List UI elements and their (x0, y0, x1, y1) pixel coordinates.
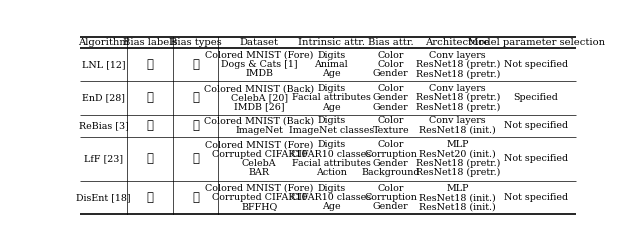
Text: LNL [12]: LNL [12] (82, 60, 125, 69)
Text: Facial attributes: Facial attributes (292, 159, 371, 168)
Text: Colored MNIST (Back): Colored MNIST (Back) (204, 84, 314, 93)
Text: LfF [23]: LfF [23] (84, 154, 123, 163)
Text: ResNet18 (pretr.): ResNet18 (pretr.) (415, 168, 500, 177)
Text: ✓: ✓ (192, 58, 199, 71)
Text: Color: Color (378, 140, 404, 149)
Text: ✗: ✗ (192, 191, 199, 204)
Text: ResNet18 (pretr.): ResNet18 (pretr.) (415, 159, 500, 168)
Text: ResNet18 (pretr.): ResNet18 (pretr.) (415, 69, 500, 79)
Text: ResNet18 (init.): ResNet18 (init.) (419, 202, 496, 211)
Text: IMDB [26]: IMDB [26] (234, 103, 285, 112)
Text: BAR: BAR (249, 168, 270, 177)
Text: Gender: Gender (373, 93, 408, 102)
Text: ✓: ✓ (192, 119, 199, 132)
Text: Intrinsic attr.: Intrinsic attr. (298, 38, 365, 47)
Text: ✗: ✗ (147, 191, 154, 204)
Text: Corrupted CIFAR10: Corrupted CIFAR10 (212, 193, 307, 202)
Text: Colored MNIST (Fore): Colored MNIST (Fore) (205, 184, 314, 193)
Text: Colored MNIST (Fore): Colored MNIST (Fore) (205, 140, 314, 149)
Text: Digits: Digits (317, 51, 346, 60)
Text: CIFAR10 classes: CIFAR10 classes (291, 193, 371, 202)
Text: Color: Color (378, 51, 404, 60)
Text: ReBias [3]: ReBias [3] (79, 121, 129, 130)
Text: Gender: Gender (373, 70, 408, 78)
Text: Conv layers: Conv layers (429, 116, 486, 125)
Text: Color: Color (378, 184, 404, 193)
Text: Not specified: Not specified (504, 193, 568, 202)
Text: ✓: ✓ (147, 58, 154, 71)
Text: Corrupted CIFAR10: Corrupted CIFAR10 (212, 150, 307, 159)
Text: Bias types: Bias types (170, 38, 221, 47)
Text: Bias labels: Bias labels (123, 38, 177, 47)
Text: ResNet18 (init.): ResNet18 (init.) (419, 126, 496, 135)
Text: ImageNet classes: ImageNet classes (289, 126, 374, 135)
Text: Background: Background (362, 168, 420, 177)
Text: Colored MNIST (Back): Colored MNIST (Back) (204, 116, 314, 125)
Text: Corruption: Corruption (364, 193, 417, 202)
Text: Color: Color (378, 84, 404, 93)
Text: MLP: MLP (447, 184, 469, 193)
Text: ResNet20 (init.): ResNet20 (init.) (419, 150, 496, 159)
Text: Dogs & Cats [1]: Dogs & Cats [1] (221, 60, 298, 69)
Text: Color: Color (378, 60, 404, 69)
Text: EnD [28]: EnD [28] (82, 93, 125, 102)
Text: IMDB: IMDB (245, 70, 273, 78)
Text: Facial attributes: Facial attributes (292, 93, 371, 102)
Text: Age: Age (322, 202, 340, 211)
Text: ✗: ✗ (192, 152, 199, 165)
Text: Architecture: Architecture (426, 38, 490, 47)
Text: DisEnt [18]: DisEnt [18] (76, 193, 131, 202)
Text: Corruption: Corruption (364, 150, 417, 159)
Text: Gender: Gender (373, 202, 408, 211)
Text: Algorithm: Algorithm (78, 38, 129, 47)
Text: Conv layers: Conv layers (429, 51, 486, 60)
Text: Dataset: Dataset (240, 38, 279, 47)
Text: ResNet18 (init.): ResNet18 (init.) (419, 193, 496, 202)
Text: Digits: Digits (317, 116, 346, 125)
Text: Digits: Digits (317, 84, 346, 93)
Text: Model parameter selection: Model parameter selection (467, 38, 605, 47)
Text: Specified: Specified (514, 93, 559, 102)
Text: ResNet18 (pretr.): ResNet18 (pretr.) (415, 60, 500, 69)
Text: ✓: ✓ (192, 91, 199, 104)
Text: Conv layers: Conv layers (429, 84, 486, 93)
Text: ✓: ✓ (147, 91, 154, 104)
Text: Color: Color (378, 116, 404, 125)
Text: CelebA [20]: CelebA [20] (231, 93, 288, 102)
Text: Not specified: Not specified (504, 154, 568, 163)
Text: Animal: Animal (314, 60, 348, 69)
Text: ResNet18 (pretr.): ResNet18 (pretr.) (415, 93, 500, 102)
Text: MLP: MLP (447, 140, 469, 149)
Text: Digits: Digits (317, 184, 346, 193)
Text: ✗: ✗ (147, 119, 154, 132)
Text: Not specified: Not specified (504, 121, 568, 130)
Text: ✗: ✗ (147, 152, 154, 165)
Text: CIFAR10 classes: CIFAR10 classes (291, 150, 371, 159)
Text: Bias attr.: Bias attr. (368, 38, 413, 47)
Text: Action: Action (316, 168, 347, 177)
Text: BFFHQ: BFFHQ (241, 202, 277, 211)
Text: Digits: Digits (317, 140, 346, 149)
Text: Gender: Gender (373, 103, 408, 112)
Text: Not specified: Not specified (504, 60, 568, 69)
Text: Gender: Gender (373, 159, 408, 168)
Text: Age: Age (322, 103, 340, 112)
Text: Texture: Texture (372, 126, 409, 135)
Text: Age: Age (322, 70, 340, 78)
Text: Colored MNIST (Fore): Colored MNIST (Fore) (205, 51, 314, 60)
Text: ImageNet: ImageNet (236, 126, 284, 135)
Text: CelebA: CelebA (242, 159, 276, 168)
Text: ResNet18 (pretr.): ResNet18 (pretr.) (415, 103, 500, 112)
